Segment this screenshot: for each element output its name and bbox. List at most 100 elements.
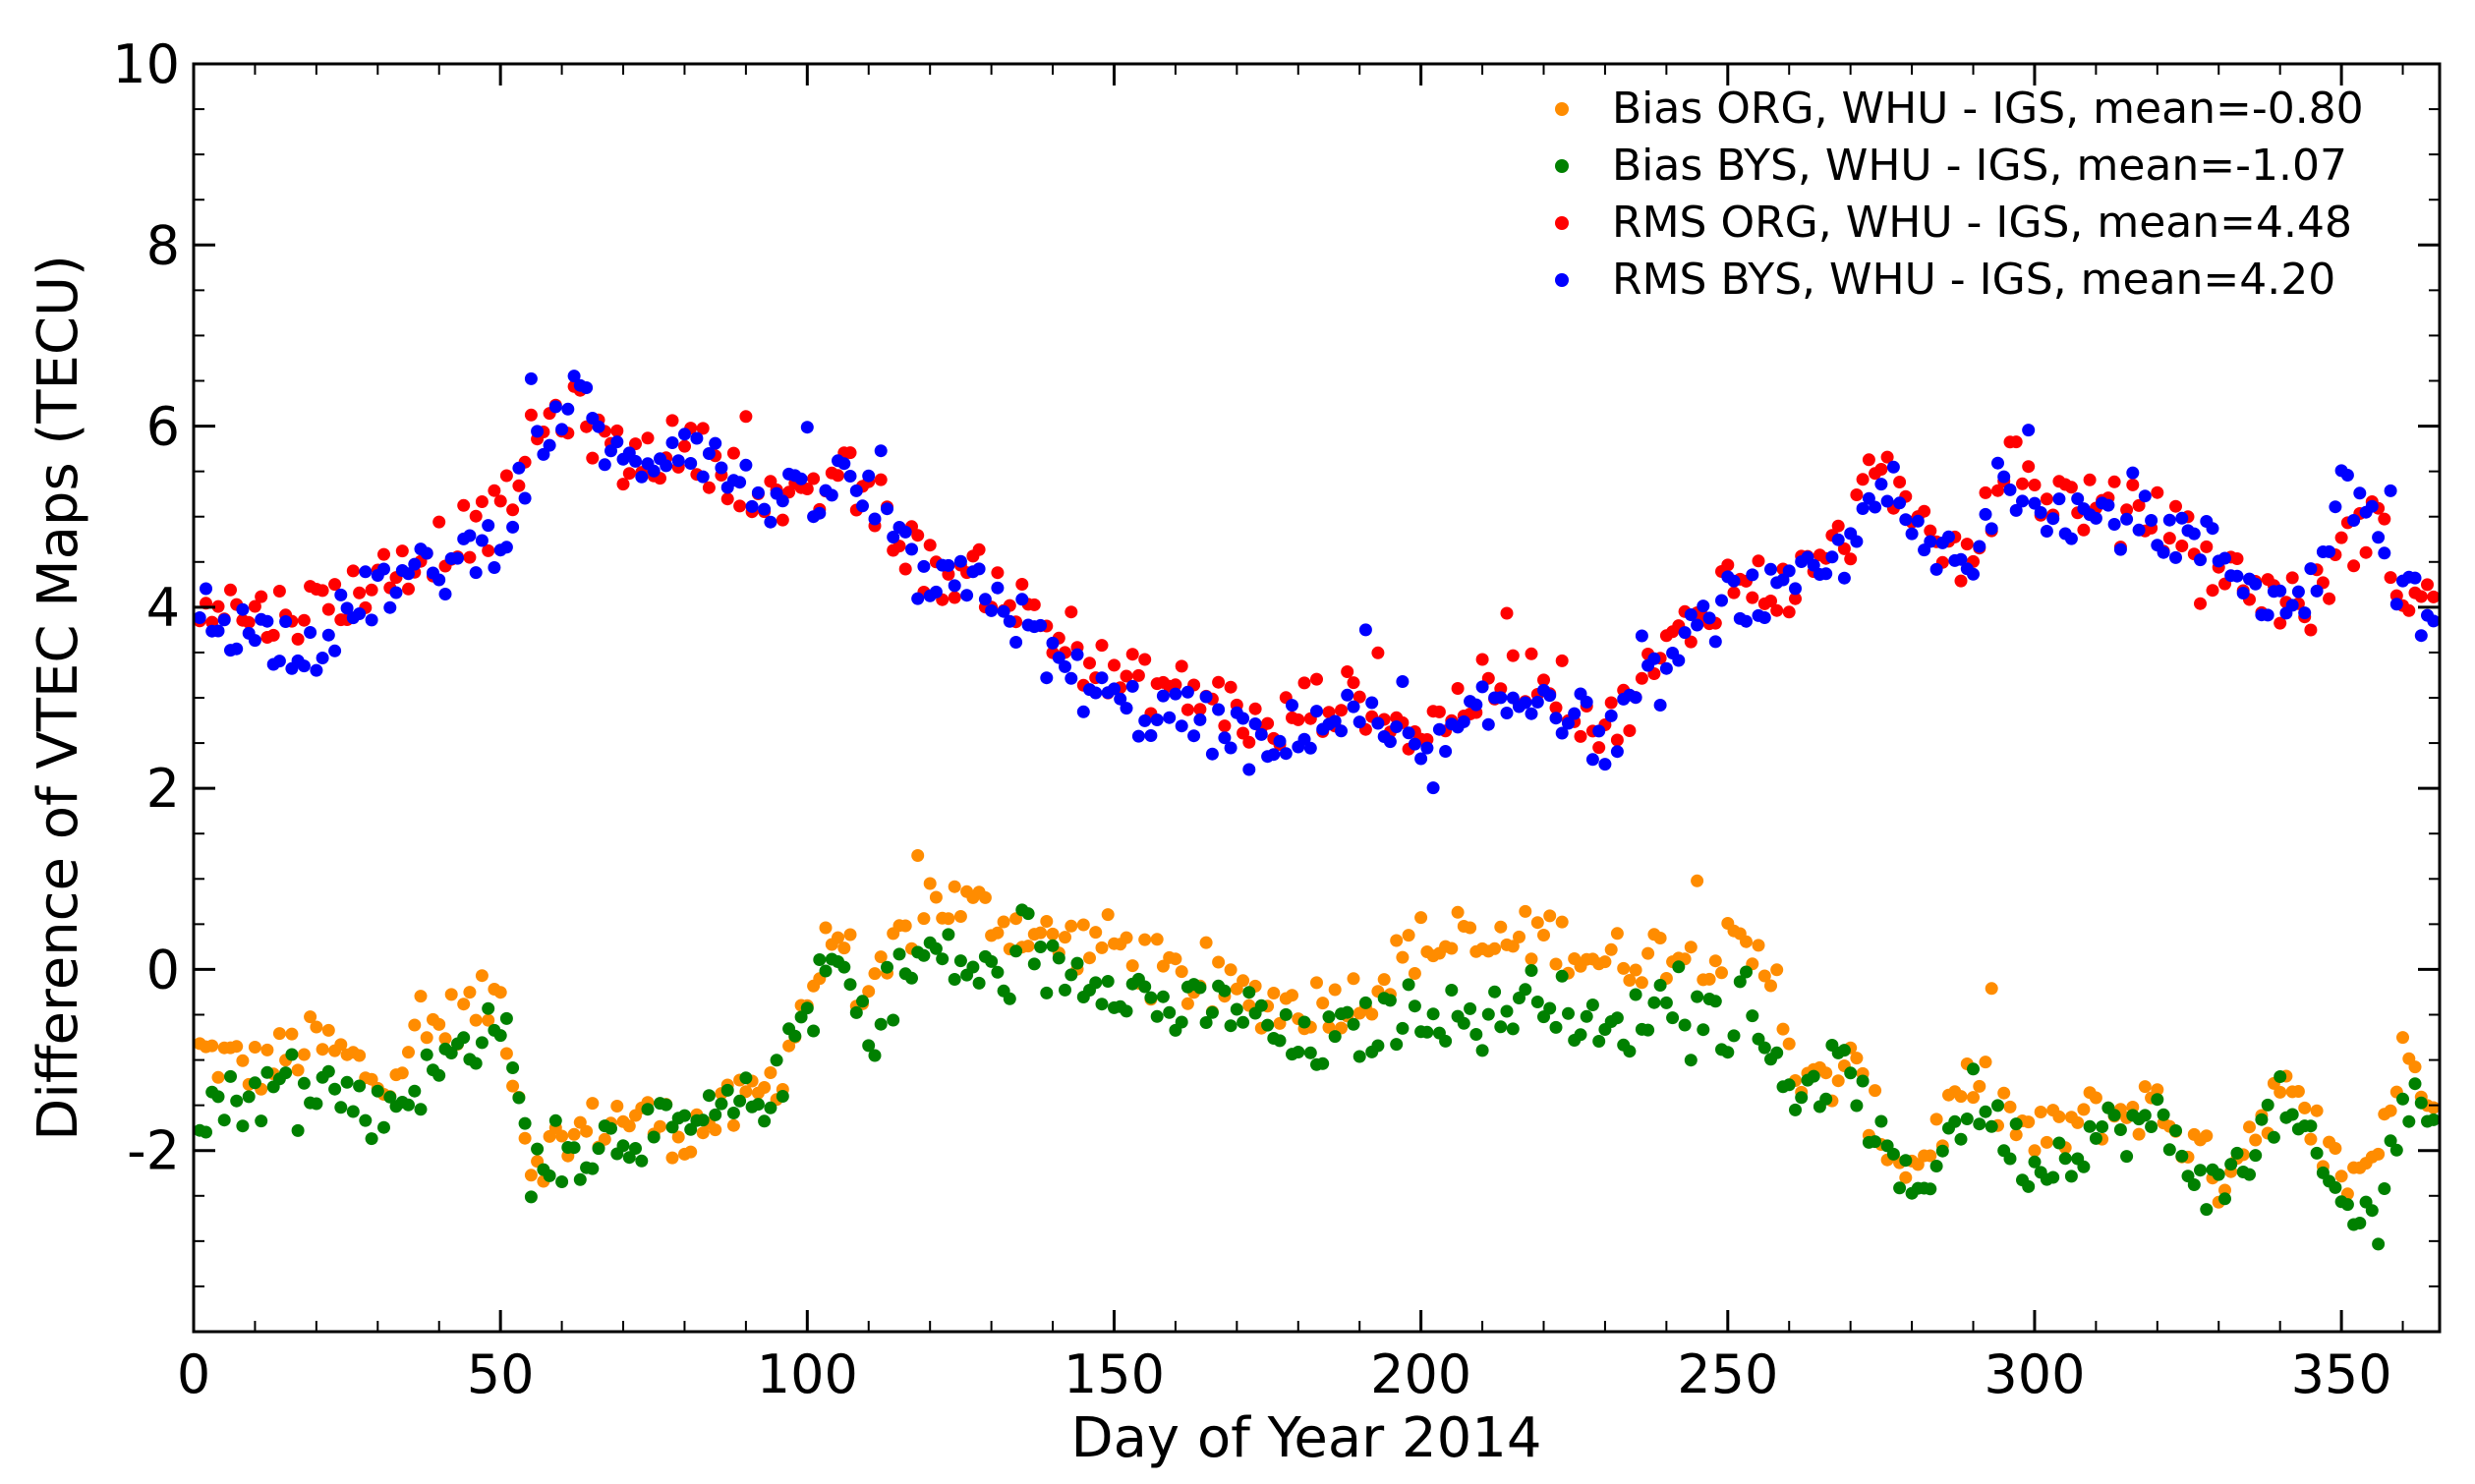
data-point — [2304, 1132, 2318, 1146]
data-point — [1065, 671, 1078, 685]
data-point — [1144, 991, 1158, 1004]
data-point — [794, 1010, 808, 1024]
data-point — [2353, 486, 2367, 500]
data-point — [948, 973, 961, 986]
data-point — [297, 613, 311, 627]
x-tick-label: 0 — [177, 1343, 210, 1405]
data-point — [862, 1039, 876, 1053]
data-point — [898, 919, 912, 933]
legend-marker — [1555, 159, 1569, 173]
data-point — [702, 1089, 716, 1103]
data-point — [972, 976, 986, 990]
data-point — [2138, 1080, 2152, 1094]
y-tick-label: 10 — [112, 33, 180, 95]
data-point — [2169, 499, 2182, 513]
data-point — [629, 1142, 642, 1155]
data-point — [2046, 512, 2060, 526]
data-point — [1740, 935, 1753, 948]
data-point — [923, 877, 937, 890]
data-point — [1341, 688, 1354, 702]
data-point — [2132, 1127, 2146, 1141]
data-point — [1396, 950, 1410, 964]
data-point — [881, 960, 893, 974]
data-point — [720, 492, 734, 506]
data-point — [745, 499, 759, 513]
data-point — [1691, 990, 1704, 1003]
data-point — [2304, 623, 2318, 637]
data-point — [1089, 926, 1103, 940]
data-point — [948, 591, 961, 604]
data-point — [929, 890, 943, 904]
data-point — [2291, 1085, 2305, 1098]
data-point — [2126, 478, 2140, 491]
data-point — [328, 578, 342, 592]
data-point — [506, 520, 520, 534]
data-point — [1537, 929, 1550, 942]
data-point — [316, 652, 329, 664]
data-point — [2083, 1119, 2097, 1133]
data-point — [2113, 542, 2127, 556]
ticks-layer: 0 50 100 150 200 250 300 350 -2 0 2 4 6 8 10 — [112, 33, 2440, 1405]
data-point — [2096, 1120, 2109, 1133]
data-point — [2157, 1108, 2170, 1121]
data-point — [1623, 724, 1637, 737]
data-point — [2132, 498, 2146, 512]
data-point — [1985, 1119, 1998, 1133]
data-point — [1180, 703, 1194, 716]
data-point — [837, 942, 851, 955]
data-point — [715, 461, 728, 475]
legend-label: RMS ORG, WHU - IGS, mean=4.48 — [1612, 198, 2352, 248]
data-point — [469, 566, 483, 580]
data-point — [1009, 944, 1023, 958]
data-point — [2218, 551, 2231, 565]
data-point — [1335, 724, 1348, 738]
data-point — [1782, 1037, 1796, 1051]
data-point — [408, 1084, 422, 1098]
data-point — [2175, 1149, 2189, 1163]
data-point — [580, 1124, 594, 1138]
data-point — [488, 484, 501, 497]
data-point — [1844, 552, 1858, 566]
data-point — [1819, 1066, 1833, 1080]
data-point — [2101, 498, 2115, 512]
data-point — [567, 1127, 581, 1141]
data-point — [1837, 1044, 1851, 1057]
data-point — [733, 1094, 747, 1108]
data-point — [2372, 1237, 2386, 1251]
data-point — [543, 1169, 556, 1182]
data-point — [2255, 1113, 2269, 1126]
data-point — [2230, 1146, 2244, 1160]
data-point — [211, 624, 225, 638]
data-point — [1850, 535, 1864, 548]
data-point — [1880, 494, 1894, 508]
data-point — [1108, 682, 1121, 696]
data-point — [230, 642, 244, 656]
data-point — [1886, 460, 1900, 474]
data-point — [408, 1018, 422, 1032]
data-point — [592, 1142, 605, 1156]
data-point — [200, 582, 212, 596]
data-point — [365, 1132, 378, 1146]
data-point — [1138, 933, 1152, 946]
legend-label: RMS BYS, WHU - IGS, mean=4.20 — [1612, 255, 2335, 305]
data-point — [1261, 716, 1275, 730]
data-point — [874, 473, 888, 486]
data-point — [1420, 1025, 1434, 1039]
data-point — [1500, 606, 1514, 620]
data-point — [1383, 735, 1397, 749]
data-point — [1150, 713, 1164, 726]
data-point — [843, 978, 857, 992]
data-point — [610, 1100, 624, 1113]
data-point — [1212, 675, 1226, 689]
data-point — [463, 550, 477, 564]
data-point — [1697, 599, 1710, 613]
data-point — [1464, 1001, 1477, 1015]
data-point — [1610, 927, 1624, 941]
data-point — [395, 1066, 409, 1080]
data-point — [991, 566, 1005, 580]
data-point — [2016, 494, 2029, 508]
data-point — [2162, 513, 2176, 527]
data-point — [2052, 1110, 2066, 1123]
